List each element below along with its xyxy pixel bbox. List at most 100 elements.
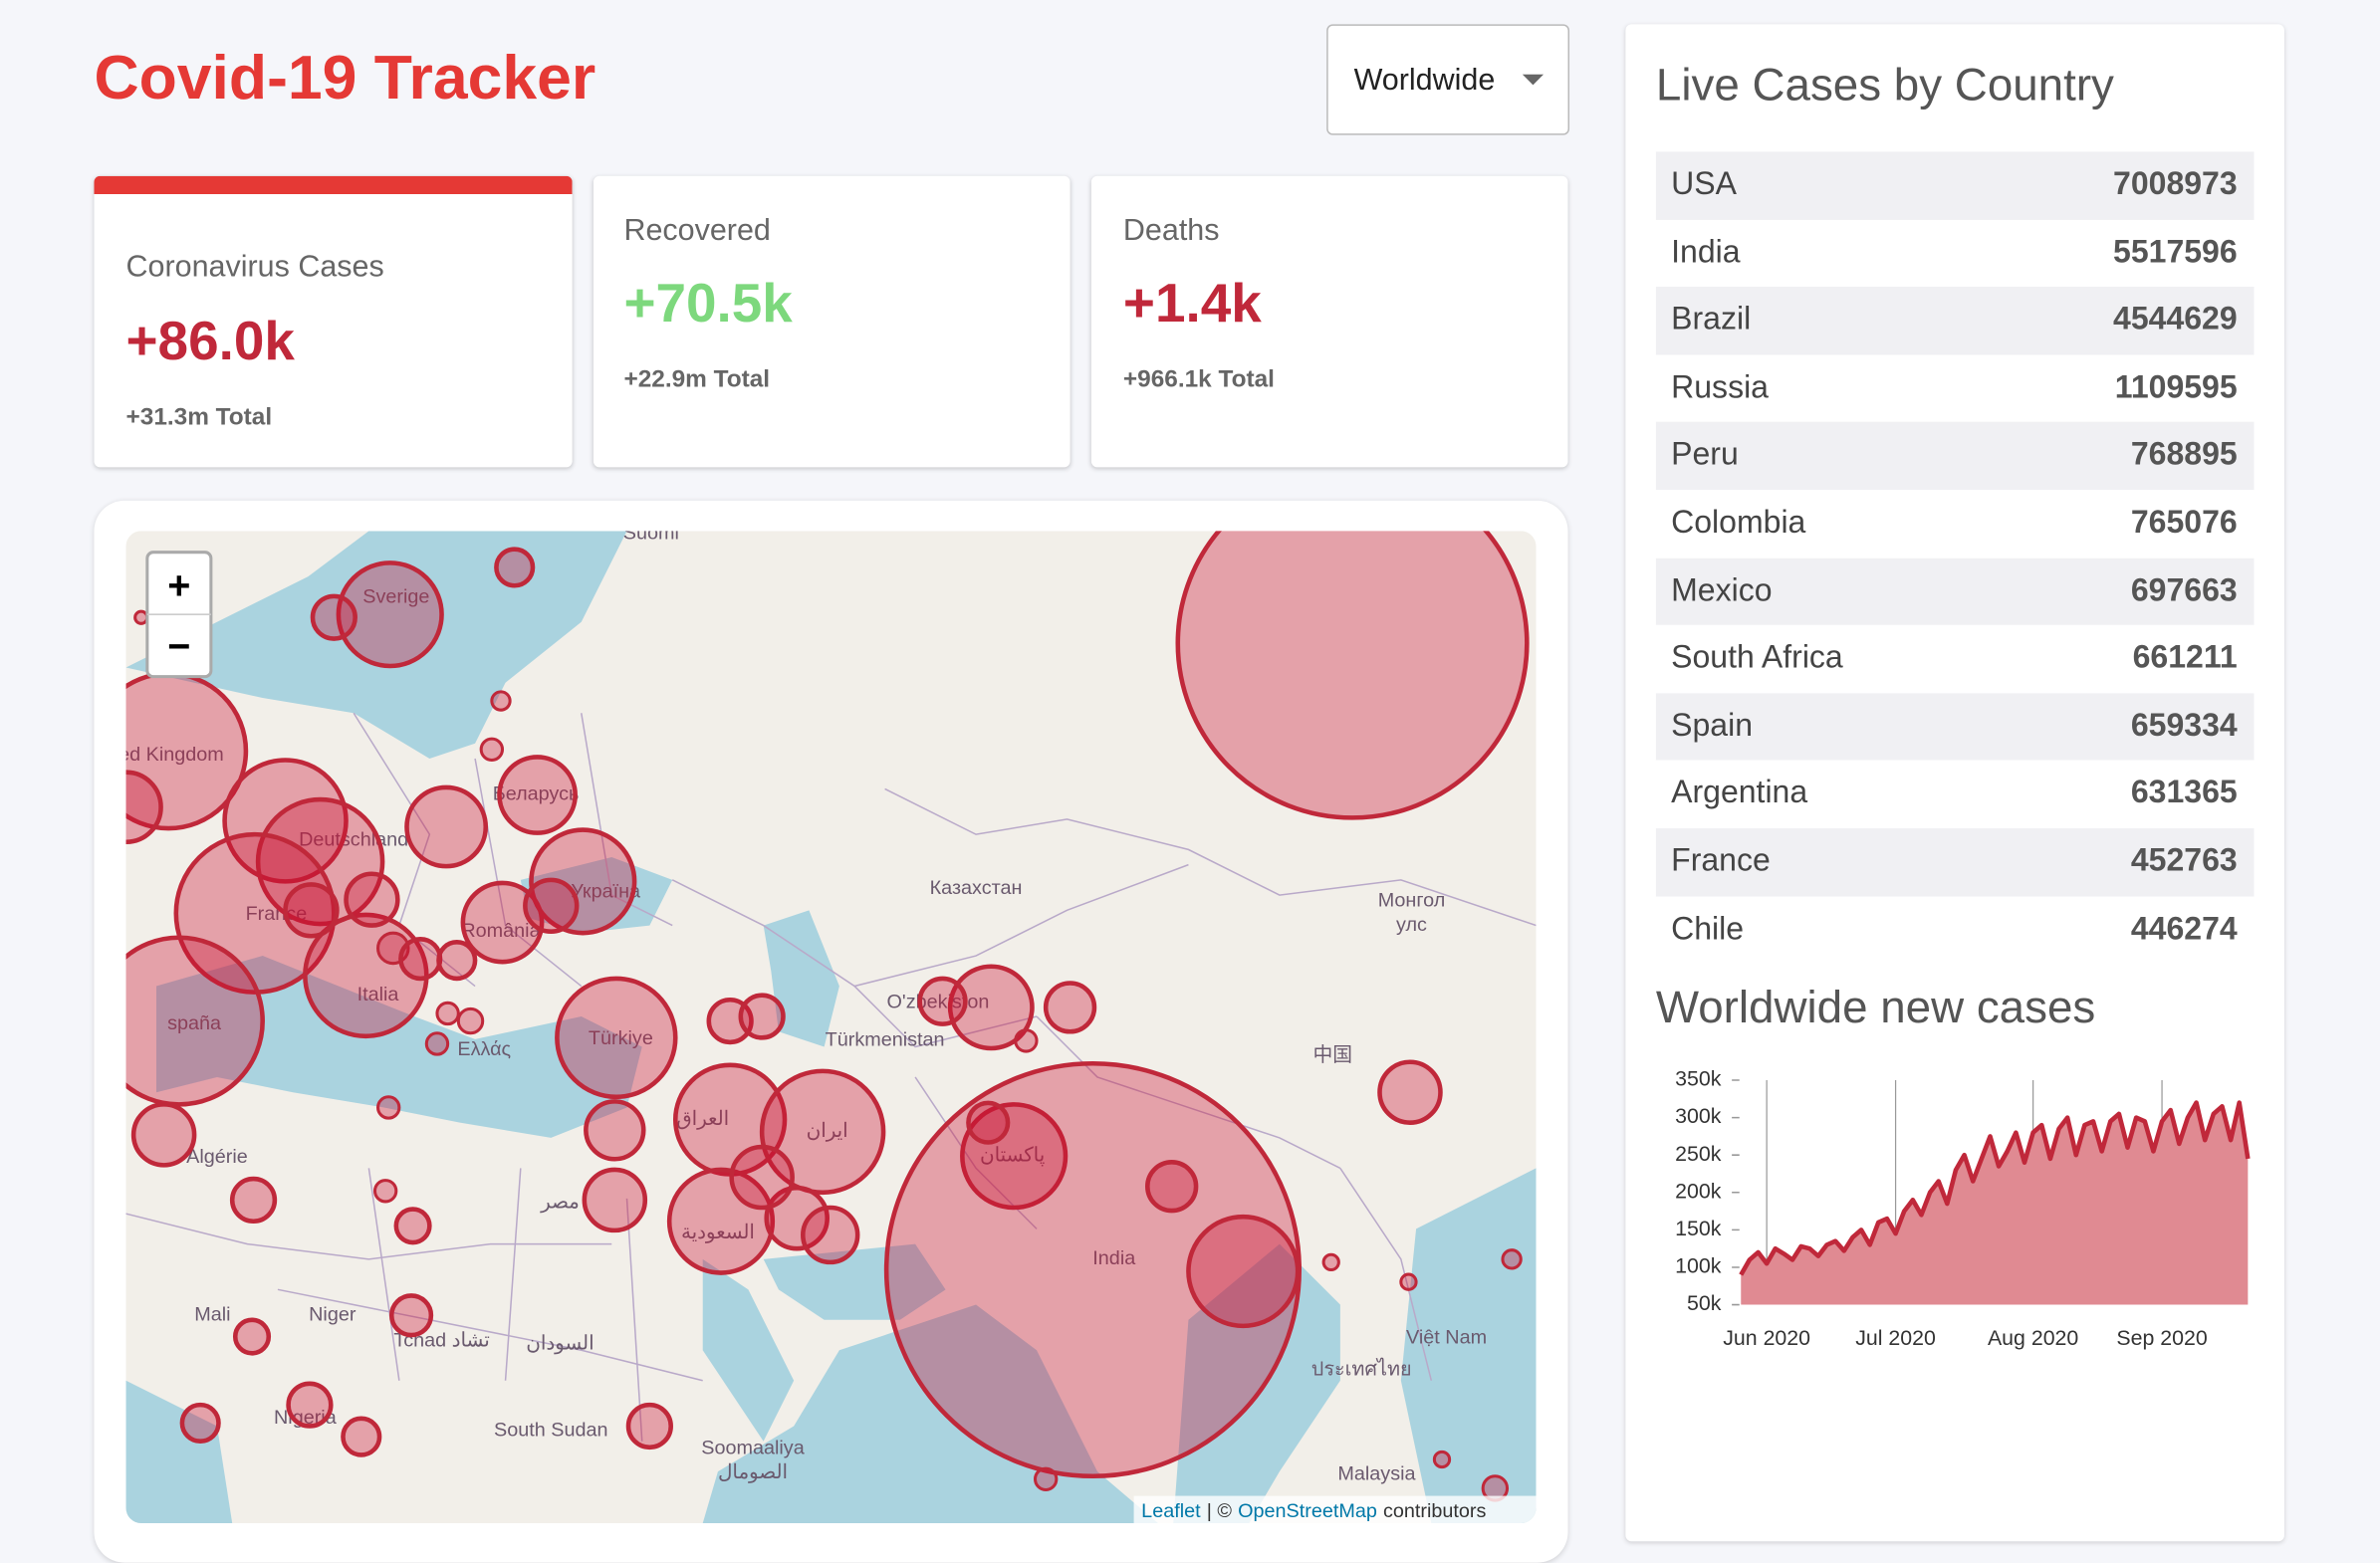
map-label: Niger (309, 1303, 357, 1325)
case-circle (125, 935, 265, 1107)
map-label: ประเทศไทย (1311, 1357, 1412, 1380)
map-label: السودان (526, 1332, 594, 1354)
map[interactable]: SuomiSverigeted KingdomDeutschlandFrance… (125, 531, 1537, 1523)
info-card[interactable]: Coronavirus Cases +86.0k +31.3m Total (94, 175, 573, 468)
card-total: +22.9m Total (623, 366, 771, 393)
zoom-control: + − (145, 551, 213, 679)
map-label: улс (1396, 914, 1427, 936)
y-tick-label: 50k (1687, 1291, 1722, 1315)
table-row: Russia 1109595 (1655, 354, 2255, 423)
attribution: Leaflet | © OpenStreetMap contributors (1141, 1500, 1486, 1522)
case-circle (584, 1099, 646, 1162)
dropdown-value: Worldwide (1353, 64, 1496, 98)
country-cases: 659334 (2130, 708, 2238, 744)
map-label: South Sudan (494, 1419, 607, 1441)
y-tick-label: 250k (1675, 1142, 1722, 1166)
card-title: Coronavirus Cases (125, 250, 384, 284)
map-label: Беларусь (493, 783, 580, 805)
map-label: Algérie (186, 1146, 248, 1168)
x-tick-label: Aug 2020 (1988, 1326, 2078, 1350)
card-today: +86.0k (125, 309, 295, 372)
case-circle (125, 770, 163, 845)
case-circle (1501, 1248, 1523, 1270)
map-label: Malaysia (1337, 1462, 1416, 1484)
country-cases: 697663 (2130, 572, 2238, 608)
chart: 50k 100k 150k 200k 250k 300k 350k Jun 2020 Jul 2… (1675, 1067, 2251, 1350)
zoom-in[interactable]: + (167, 564, 190, 608)
country-cases: 446274 (2130, 911, 2238, 947)
case-circle (1377, 1059, 1443, 1125)
country-cases: 768895 (2130, 437, 2238, 473)
map-label: الصومال (718, 1461, 788, 1483)
country-name: Chile (1671, 911, 1745, 947)
country-name: Spain (1671, 708, 1754, 744)
info-card[interactable]: Recovered +70.5k +22.9m Total (593, 175, 1071, 468)
map-label: Türkiye (589, 1027, 653, 1049)
case-circle (1145, 1160, 1199, 1214)
attribution-bg (1133, 1495, 1537, 1523)
table-row: Spain 659334 (1655, 693, 2255, 762)
card-title: Deaths (1122, 213, 1220, 248)
map-label: Sverige (362, 586, 429, 608)
card-total: +966.1k Total (1122, 366, 1275, 393)
table-row: Colombia 765076 (1655, 490, 2255, 558)
case-circle (1321, 1252, 1340, 1272)
zoom-out[interactable]: − (167, 625, 190, 669)
case-circle (173, 831, 337, 995)
card-title: Recovered (623, 213, 771, 248)
country-name: Argentina (1671, 776, 1808, 811)
country-cases: 1109595 (2114, 369, 2238, 405)
border (884, 787, 1537, 927)
case-circle (947, 964, 1035, 1051)
table-row: USA 7008973 (1655, 151, 2255, 220)
case-circle (1033, 1466, 1059, 1491)
map-label: Soomaaliya (701, 1438, 805, 1459)
leaflet-link[interactable]: Leaflet (1141, 1500, 1201, 1522)
case-circle (133, 609, 149, 625)
map-label: السعودية (681, 1222, 755, 1243)
case-circle (497, 755, 578, 835)
case-circle (398, 937, 443, 982)
case-circle (456, 1006, 485, 1035)
case-circle (336, 560, 444, 669)
map-label: Mali (194, 1303, 230, 1325)
app-title: Covid-19 Tracker (94, 42, 596, 112)
table-row: South Africa 661211 (1655, 625, 2255, 694)
info-card[interactable]: Deaths +1.4k +966.1k Total (1090, 175, 1568, 468)
map-label: Україна (571, 880, 641, 902)
case-circle (393, 1207, 432, 1245)
country-dropdown[interactable]: Worldwide (1326, 24, 1570, 135)
case-circle (376, 1095, 401, 1120)
border (581, 713, 673, 927)
case-circle (424, 1031, 450, 1056)
x-tick-label: Jun 2020 (1723, 1326, 1810, 1350)
case-circle (1186, 1214, 1301, 1329)
country-name: Mexico (1671, 572, 1773, 608)
country-name: South Africa (1671, 640, 1843, 676)
case-circle (1432, 1450, 1452, 1469)
country-name: USA (1671, 166, 1737, 202)
border (367, 1168, 643, 1442)
line (1739, 1100, 2251, 1276)
map-label: Việt Nam (1406, 1326, 1487, 1348)
map-label: Ελλάς (457, 1038, 511, 1060)
map-label: Italia (357, 984, 400, 1005)
separator: | © (1207, 1500, 1233, 1522)
country-cases: 4544629 (2113, 302, 2238, 337)
case-circle (1175, 531, 1530, 820)
case-circle (255, 796, 385, 927)
case-circle (341, 1416, 382, 1457)
table-row: Argentina 631365 (1655, 761, 2255, 829)
page: Covid-19 Tracker Worldwide Coronavirus C… (94, 24, 2255, 1523)
card-total: +31.3m Total (125, 404, 273, 431)
case-circle (404, 784, 489, 869)
case-circle (582, 1167, 648, 1233)
table-row: Brazil 4544629 (1655, 287, 2255, 355)
case-circle (625, 1402, 673, 1451)
borders (125, 712, 1537, 1442)
osm-link[interactable]: OpenStreetMap (1238, 1500, 1377, 1522)
card-today: +1.4k (1122, 271, 1262, 335)
case-circle (222, 758, 349, 884)
country-name: Peru (1671, 437, 1739, 473)
case-circle (529, 827, 637, 936)
